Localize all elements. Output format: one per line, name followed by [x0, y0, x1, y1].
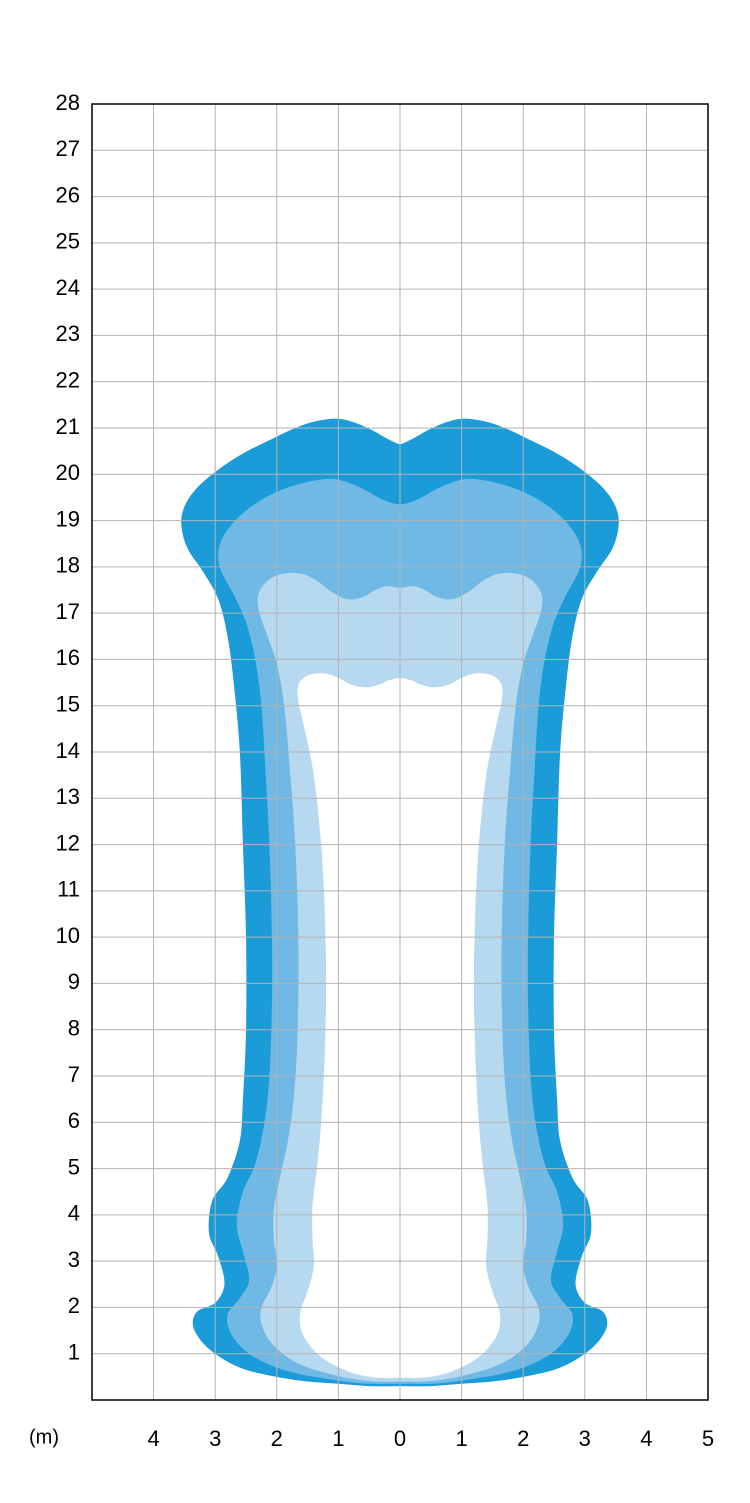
- y-tick-label: 26: [56, 182, 80, 207]
- x-tick-label: 3: [579, 1426, 591, 1451]
- y-tick-label: 28: [56, 90, 80, 115]
- x-tick-label: 4: [640, 1426, 652, 1451]
- x-tick-label: 2: [271, 1426, 283, 1451]
- y-tick-label: 2: [68, 1293, 80, 1318]
- x-tick-label: 0: [394, 1426, 406, 1451]
- y-tick-label: 13: [56, 784, 80, 809]
- y-tick-label: 15: [56, 692, 80, 717]
- y-tick-label: 14: [56, 738, 80, 763]
- y-tick-label: 22: [56, 368, 80, 393]
- x-tick-label: 2: [517, 1426, 529, 1451]
- chart-svg: 1234567891011121314151617181920212223242…: [0, 0, 750, 1503]
- y-tick-label: 17: [56, 599, 80, 624]
- y-tick-label: 7: [68, 1062, 80, 1087]
- x-tick-label: 5: [702, 1426, 714, 1451]
- x-tick-label: 1: [332, 1426, 344, 1451]
- y-tick-label: 19: [56, 506, 80, 531]
- unit-label: (m): [29, 1427, 59, 1449]
- y-tick-label: 8: [68, 1016, 80, 1041]
- y-tick-label: 27: [56, 136, 80, 161]
- x-tick-label: 1: [455, 1426, 467, 1451]
- y-tick-label: 16: [56, 645, 80, 670]
- y-tick-label: 3: [68, 1247, 80, 1272]
- contour-chart: 1234567891011121314151617181920212223242…: [0, 0, 750, 1503]
- y-tick-label: 10: [56, 923, 80, 948]
- y-tick-label: 25: [56, 229, 80, 254]
- y-tick-label: 5: [68, 1154, 80, 1179]
- x-tick-label: 3: [209, 1426, 221, 1451]
- y-tick-label: 1: [68, 1340, 80, 1365]
- y-tick-label: 9: [68, 969, 80, 994]
- y-tick-label: 18: [56, 553, 80, 578]
- x-tick-label: 4: [147, 1426, 159, 1451]
- y-tick-label: 12: [56, 830, 80, 855]
- y-tick-label: 6: [68, 1108, 80, 1133]
- y-tick-label: 20: [56, 460, 80, 485]
- y-tick-label: 4: [68, 1201, 80, 1226]
- y-tick-label: 24: [56, 275, 80, 300]
- y-tick-label: 11: [57, 877, 80, 902]
- y-tick-label: 23: [56, 321, 80, 346]
- y-tick-label: 21: [56, 414, 80, 439]
